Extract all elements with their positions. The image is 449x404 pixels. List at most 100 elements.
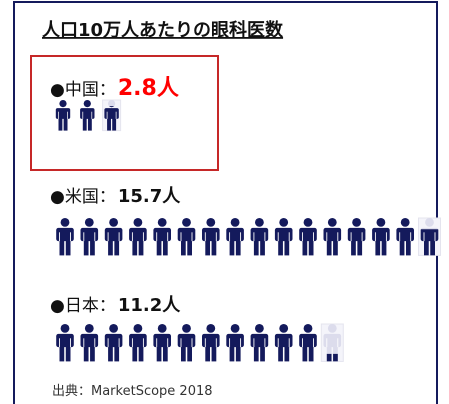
person-icon <box>80 100 95 131</box>
icon-leg <box>138 238 144 256</box>
icon-leg <box>211 238 217 256</box>
icon-head <box>279 218 289 227</box>
icon-gap <box>59 232 60 242</box>
person-icon <box>250 218 269 256</box>
person-icon <box>250 324 269 362</box>
icon-leg <box>278 344 283 362</box>
icon-gap <box>264 232 266 242</box>
icon-body <box>274 333 293 348</box>
icon-gap <box>410 232 412 242</box>
icon-gap <box>180 338 182 348</box>
icon-gap <box>253 232 255 242</box>
person-icon <box>55 100 71 131</box>
person-icon <box>396 218 414 256</box>
person-icon <box>56 218 74 256</box>
icon-head <box>400 218 410 227</box>
icon-body <box>80 227 99 242</box>
person-icon <box>80 324 99 362</box>
icon-leg <box>90 344 95 362</box>
icon-gap <box>94 338 96 348</box>
person-icon <box>274 324 293 362</box>
icon-gap <box>142 232 144 242</box>
icon-head <box>83 100 91 108</box>
icon-leg <box>138 344 144 362</box>
person-icon <box>299 324 317 362</box>
icon-head <box>206 218 216 227</box>
icon-gap <box>83 338 85 348</box>
icon-body <box>372 227 390 242</box>
icon-body <box>56 333 74 348</box>
icon-body <box>55 108 71 119</box>
icon-leg <box>108 238 113 256</box>
icon-head <box>303 218 313 227</box>
icon-leg <box>381 238 387 256</box>
icon-body <box>80 333 99 348</box>
icon-leg <box>132 238 138 256</box>
icon-body <box>80 108 95 119</box>
person-icon <box>102 99 122 132</box>
icon-leg <box>82 117 87 131</box>
icon-gap <box>91 111 93 119</box>
icon-head <box>157 218 167 227</box>
icon-gap <box>313 338 314 348</box>
icon-head <box>109 324 118 333</box>
icon-leg <box>253 238 259 256</box>
icon-body <box>299 227 317 242</box>
icon-leg <box>181 238 186 256</box>
icon-gap <box>70 338 71 348</box>
icon-leg <box>108 344 113 362</box>
icon-fill <box>326 353 338 362</box>
icon-gap <box>350 232 352 242</box>
person-icon <box>153 218 171 256</box>
icon-gap <box>399 232 401 242</box>
icon-leg <box>302 344 308 362</box>
icon-leg <box>375 238 381 256</box>
icon-body <box>129 333 147 348</box>
icon-leg <box>65 238 71 256</box>
icon-gap <box>240 232 242 242</box>
icon-leg <box>284 238 290 256</box>
icon-body <box>202 227 220 242</box>
person-icon <box>153 324 171 362</box>
icon-gap <box>58 111 59 119</box>
icon-gap <box>337 338 339 348</box>
icon-leg <box>156 344 162 362</box>
person-icon <box>104 218 123 256</box>
icon-leg <box>260 344 265 362</box>
icon-gap <box>67 111 68 119</box>
value-label: 2.8人 <box>118 76 179 101</box>
icon-gap <box>167 232 169 242</box>
icon-gap <box>204 232 206 242</box>
person-icon <box>177 218 196 256</box>
icon-head <box>230 324 240 333</box>
icon-head <box>255 218 264 227</box>
icon-head <box>425 218 434 227</box>
icon-body <box>396 227 414 242</box>
person-icon <box>226 324 244 362</box>
icon-gap <box>94 232 96 242</box>
icon-leg <box>326 238 332 256</box>
icon-leg <box>229 238 235 256</box>
icon-gap <box>191 338 193 348</box>
icon-leg <box>430 238 435 256</box>
icon-leg <box>424 238 429 256</box>
source: 出典：MarketScope 2018 <box>52 384 213 399</box>
icon-head <box>157 324 167 333</box>
icon-head <box>84 324 94 333</box>
icon-leg <box>59 238 65 256</box>
icon-gap <box>142 338 144 348</box>
icon-gap <box>302 338 303 348</box>
icon-leg <box>156 238 162 256</box>
icon-head <box>60 324 70 333</box>
icon-gap <box>229 338 231 348</box>
person-icon <box>299 218 317 256</box>
icon-body <box>420 229 439 242</box>
person-icon <box>274 218 293 256</box>
category-label: ●日本： <box>50 296 116 316</box>
icon-leg <box>187 238 192 256</box>
icon-gap <box>326 232 328 242</box>
icon-gap <box>107 232 109 242</box>
icon-leg <box>284 344 290 362</box>
icon-leg <box>302 238 308 256</box>
icon-body <box>226 333 244 348</box>
